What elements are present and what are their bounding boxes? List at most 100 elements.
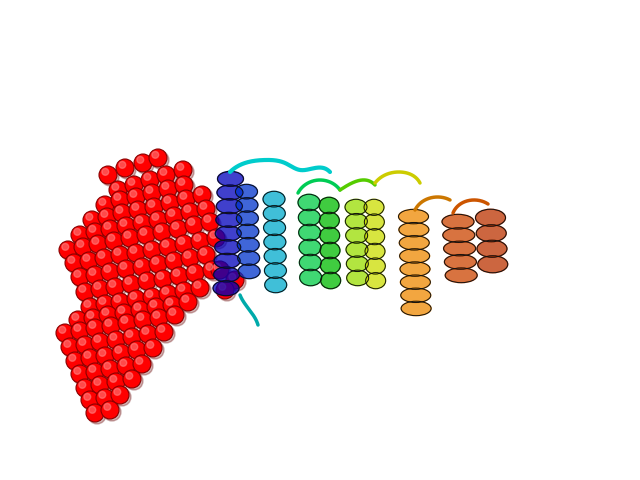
Circle shape: [93, 282, 111, 300]
Circle shape: [149, 255, 167, 273]
Ellipse shape: [263, 192, 285, 207]
Circle shape: [98, 198, 116, 216]
Ellipse shape: [345, 199, 367, 215]
Circle shape: [84, 351, 91, 358]
Circle shape: [125, 372, 143, 390]
Circle shape: [84, 300, 91, 307]
Circle shape: [93, 378, 111, 396]
Circle shape: [123, 328, 141, 346]
Circle shape: [137, 156, 144, 163]
Circle shape: [68, 354, 86, 372]
Circle shape: [111, 386, 129, 404]
Ellipse shape: [401, 301, 431, 316]
Circle shape: [216, 281, 234, 299]
Circle shape: [62, 243, 68, 250]
Circle shape: [76, 336, 94, 354]
Circle shape: [93, 335, 111, 353]
Circle shape: [120, 263, 127, 269]
Circle shape: [158, 325, 164, 332]
Circle shape: [98, 208, 116, 226]
Circle shape: [161, 194, 179, 212]
Circle shape: [132, 204, 139, 210]
Circle shape: [161, 240, 179, 258]
Circle shape: [99, 298, 106, 304]
Circle shape: [210, 231, 217, 238]
Circle shape: [175, 282, 193, 300]
Circle shape: [83, 393, 101, 411]
Circle shape: [109, 375, 127, 393]
Circle shape: [177, 178, 195, 196]
Circle shape: [165, 207, 183, 225]
Circle shape: [114, 388, 121, 395]
Ellipse shape: [476, 225, 506, 242]
Circle shape: [157, 166, 175, 184]
Circle shape: [59, 241, 77, 259]
Circle shape: [84, 394, 91, 400]
Circle shape: [152, 257, 159, 264]
Ellipse shape: [214, 253, 240, 268]
Circle shape: [152, 214, 159, 220]
Circle shape: [119, 262, 137, 280]
Circle shape: [213, 263, 231, 281]
Circle shape: [153, 312, 160, 318]
Circle shape: [99, 306, 117, 324]
Circle shape: [163, 296, 181, 314]
Circle shape: [104, 403, 111, 410]
Circle shape: [115, 347, 122, 353]
Circle shape: [194, 281, 201, 288]
Circle shape: [197, 200, 215, 218]
Circle shape: [188, 218, 195, 225]
Circle shape: [149, 300, 167, 318]
Ellipse shape: [237, 251, 260, 265]
Circle shape: [183, 205, 201, 223]
Circle shape: [181, 203, 199, 221]
Ellipse shape: [443, 228, 475, 242]
Circle shape: [101, 220, 119, 238]
Circle shape: [137, 226, 155, 244]
Circle shape: [143, 241, 161, 259]
Ellipse shape: [263, 205, 285, 221]
Circle shape: [74, 238, 92, 256]
Circle shape: [127, 290, 145, 308]
Circle shape: [124, 277, 142, 295]
Circle shape: [141, 171, 159, 189]
Circle shape: [145, 290, 163, 308]
Ellipse shape: [264, 263, 287, 278]
Circle shape: [99, 166, 117, 184]
Circle shape: [76, 240, 94, 258]
Circle shape: [83, 211, 101, 229]
Circle shape: [110, 375, 116, 382]
Circle shape: [147, 200, 165, 218]
Circle shape: [83, 254, 90, 261]
Circle shape: [71, 226, 89, 244]
Circle shape: [159, 285, 177, 303]
Ellipse shape: [298, 209, 321, 226]
Circle shape: [86, 363, 104, 381]
Circle shape: [151, 257, 169, 275]
Circle shape: [89, 407, 96, 413]
Circle shape: [183, 251, 201, 269]
Ellipse shape: [346, 228, 367, 243]
Circle shape: [96, 295, 114, 313]
Circle shape: [111, 293, 129, 311]
Circle shape: [150, 300, 157, 307]
Circle shape: [126, 330, 132, 337]
Circle shape: [188, 266, 206, 284]
Circle shape: [168, 254, 175, 261]
Circle shape: [89, 268, 96, 275]
Circle shape: [117, 260, 135, 278]
Circle shape: [179, 192, 197, 210]
Circle shape: [130, 191, 137, 197]
Circle shape: [109, 280, 116, 287]
Ellipse shape: [298, 194, 320, 211]
Circle shape: [99, 198, 106, 205]
Ellipse shape: [217, 185, 243, 200]
Circle shape: [71, 322, 89, 340]
Ellipse shape: [264, 234, 286, 250]
Circle shape: [76, 283, 94, 301]
Circle shape: [148, 201, 155, 207]
Circle shape: [182, 295, 189, 302]
Circle shape: [114, 249, 121, 255]
Circle shape: [159, 238, 177, 256]
Circle shape: [111, 183, 129, 201]
